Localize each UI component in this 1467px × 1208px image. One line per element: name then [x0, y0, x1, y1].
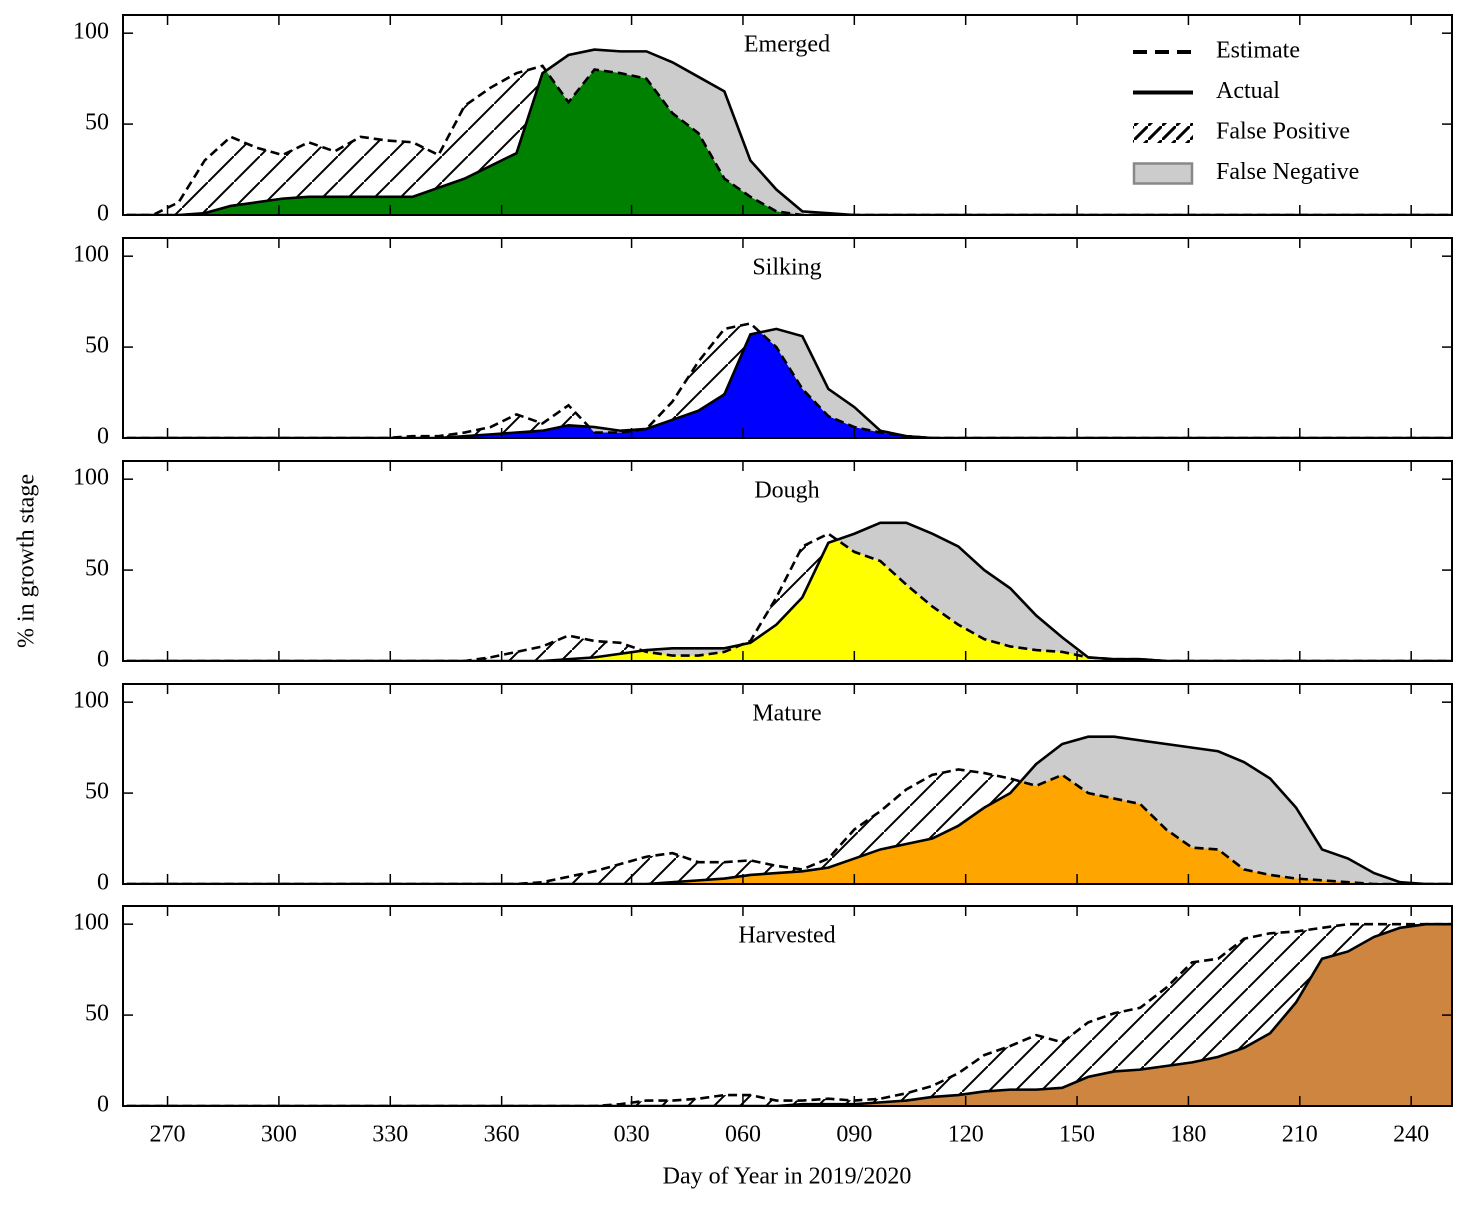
- overlap-area: [126, 924, 1452, 1106]
- x-tick-label: 120: [948, 1122, 984, 1148]
- panel-frame: [122, 460, 1453, 662]
- x-axis-label: Day of Year in 2019/2020: [663, 1164, 912, 1190]
- y-tick-label: 50: [85, 1001, 109, 1027]
- overlap-area: [126, 328, 1452, 438]
- actual-line: [126, 735, 1452, 884]
- y-tick-label: 100: [73, 242, 109, 268]
- x-tick-label: 270: [150, 1122, 186, 1148]
- panel-title: Harvested: [738, 923, 835, 949]
- y-tick-label: 50: [85, 110, 109, 136]
- legend-patch: [1132, 162, 1194, 185]
- panel-title: Dough: [754, 478, 819, 504]
- y-tick-label: 100: [73, 19, 109, 45]
- legend-label: False Negative: [1216, 159, 1359, 185]
- y-tick-label: 0: [97, 647, 109, 673]
- legend-label: False Positive: [1216, 119, 1350, 145]
- y-tick-label: 0: [97, 424, 109, 450]
- x-tick-label: 060: [725, 1122, 761, 1148]
- legend-hatch: [1133, 123, 1193, 143]
- x-tick-label: 360: [484, 1122, 520, 1148]
- y-tick-label: 100: [73, 465, 109, 491]
- x-tick-label: 300: [261, 1122, 297, 1148]
- x-tick-label: 090: [836, 1122, 872, 1148]
- false-negative-area: [126, 736, 1452, 884]
- panel: [126, 48, 1452, 215]
- y-tick-label: 0: [97, 201, 109, 227]
- panel: [126, 735, 1452, 884]
- legend-label: Estimate: [1216, 38, 1300, 64]
- panel: [126, 322, 1452, 438]
- overlap: [126, 533, 1452, 661]
- panel-frame: [122, 237, 1453, 439]
- false-positive-area: [126, 533, 1452, 661]
- x-tick-label: 150: [1059, 1122, 1095, 1148]
- panel-frame: [122, 683, 1453, 885]
- overlap: [126, 328, 1452, 438]
- y-axis-label: % in growth stage: [14, 474, 40, 648]
- panel-title: Mature: [752, 701, 821, 727]
- panel-frame: [122, 905, 1453, 1107]
- x-tick-label: 240: [1393, 1122, 1429, 1148]
- y-tick-label: 0: [97, 870, 109, 896]
- panel: [126, 521, 1452, 661]
- panel-frame: [122, 14, 1453, 216]
- false-positive-area: [126, 65, 1452, 215]
- x-tick-label: 180: [1170, 1122, 1206, 1148]
- overlap-area: [126, 533, 1452, 661]
- y-tick-label: 0: [97, 1092, 109, 1118]
- legend-label: Actual: [1216, 78, 1280, 104]
- y-tick-label: 50: [85, 779, 109, 805]
- panel-title: Silking: [752, 255, 821, 281]
- panel-title: Emerged: [744, 32, 830, 58]
- false-positive-area: [126, 924, 1452, 1106]
- estimate-line: [126, 64, 1452, 215]
- estimate-line: [126, 322, 1452, 438]
- estimate-line: [126, 922, 1452, 1106]
- panel: [126, 922, 1452, 1106]
- actual-line: [126, 48, 1452, 215]
- y-tick-label: 50: [85, 333, 109, 359]
- y-tick-label: 50: [85, 556, 109, 582]
- overlap: [126, 924, 1452, 1106]
- actual-line: [126, 327, 1452, 438]
- x-tick-label: 330: [372, 1122, 408, 1148]
- x-tick-label: 210: [1282, 1122, 1318, 1148]
- x-tick-label: 030: [614, 1122, 650, 1148]
- y-tick-label: 100: [73, 910, 109, 936]
- y-tick-label: 100: [73, 688, 109, 714]
- actual-line: [126, 521, 1452, 661]
